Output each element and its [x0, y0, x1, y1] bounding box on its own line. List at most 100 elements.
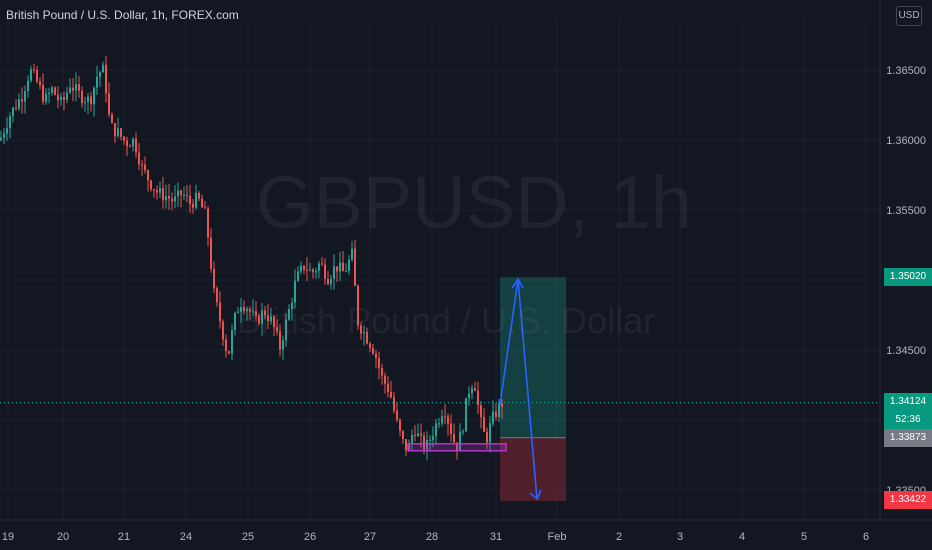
candle-down — [57, 94, 59, 101]
candle-down — [366, 332, 368, 344]
candle-up — [468, 393, 470, 399]
candle-down — [171, 198, 173, 202]
candle-down — [39, 81, 41, 85]
candle-down — [324, 264, 326, 279]
candle-down — [264, 310, 266, 316]
candle-down — [15, 107, 17, 109]
candle-up — [339, 262, 341, 272]
x-tick-label: 27 — [364, 531, 376, 543]
candle-up — [471, 387, 473, 394]
candle-up — [66, 92, 68, 100]
candle-down — [276, 327, 278, 332]
candle-up — [159, 188, 161, 193]
position-zones — [500, 277, 566, 501]
candle-down — [135, 138, 137, 153]
candle-up — [165, 196, 167, 201]
candle-down — [108, 93, 110, 115]
candle-up — [18, 99, 20, 109]
x-tick-label: 26 — [304, 531, 316, 543]
candle-up — [291, 302, 293, 310]
candle-down — [384, 375, 386, 384]
candle-up — [441, 416, 443, 424]
candle-down — [279, 331, 281, 350]
candle-down — [192, 203, 194, 208]
currency-button[interactable]: USD — [896, 6, 922, 26]
candle-down — [267, 315, 269, 322]
candle-up — [489, 423, 491, 443]
candle-down — [375, 353, 377, 359]
candle-down — [81, 90, 83, 103]
candle-up — [27, 80, 29, 92]
candle-down — [312, 269, 314, 273]
candle-down — [372, 347, 374, 354]
candle-down — [228, 351, 230, 354]
candle-down — [153, 189, 155, 191]
chart-title: British Pound / U.S. Dollar, 1h, FOREX.c… — [6, 8, 239, 22]
candle-down — [168, 196, 170, 199]
candle-up — [12, 107, 14, 117]
drawing-overlays — [0, 277, 880, 501]
x-tick-label: 28 — [426, 531, 438, 543]
candle-down — [144, 164, 146, 171]
candle-down — [378, 358, 380, 369]
candle-down — [258, 315, 260, 324]
x-tick-label: 24 — [180, 531, 192, 543]
candle-down — [414, 434, 416, 437]
candle-down — [156, 190, 158, 193]
x-tick-label: 25 — [242, 531, 254, 543]
candle-down — [327, 278, 329, 285]
candle-up — [438, 423, 440, 425]
candle-up — [0, 137, 2, 140]
candle-down — [105, 64, 107, 94]
candle-down — [474, 387, 476, 391]
candle-down — [447, 416, 449, 424]
candle-down — [303, 265, 305, 270]
candle-down — [486, 431, 488, 443]
candle-down — [495, 411, 497, 418]
candle-up — [48, 92, 50, 94]
candle-down — [147, 170, 149, 181]
candle-down — [198, 192, 200, 199]
candle-up — [45, 93, 47, 102]
candle-down — [255, 311, 257, 316]
candle-down — [141, 164, 143, 166]
x-tick-label: 21 — [118, 531, 130, 543]
candle-down — [402, 430, 404, 440]
candle-down — [393, 397, 395, 411]
x-tick-label: 6 — [863, 531, 869, 543]
candle-up — [183, 194, 185, 196]
candle-down — [357, 285, 359, 326]
x-tick-label: 3 — [677, 531, 683, 543]
candle-up — [498, 403, 500, 418]
candle-up — [348, 259, 350, 272]
candle-up — [435, 423, 437, 437]
candle-down — [420, 433, 422, 436]
candle-up — [351, 248, 353, 260]
candle-down — [405, 439, 407, 451]
candle-down — [423, 435, 425, 450]
countdown-tag: 52:36 — [884, 411, 932, 429]
x-tick-label: 20 — [57, 531, 69, 543]
candle-down — [33, 69, 35, 71]
x-tick-label: 31 — [490, 531, 502, 543]
x-tick-label: 2 — [616, 531, 622, 543]
candle-up — [363, 332, 365, 334]
candle-up — [252, 311, 254, 313]
candle-up — [237, 311, 239, 313]
entry-price-tag: 1.33873 — [884, 429, 932, 447]
candle-up — [195, 192, 197, 208]
candle-down — [387, 383, 389, 392]
x-tick-label: Feb — [548, 531, 567, 543]
candle-down — [399, 419, 401, 431]
candle-down — [456, 442, 458, 451]
candle-down — [126, 140, 128, 147]
candle-down — [450, 423, 452, 435]
candle-up — [87, 96, 89, 102]
candle-down — [72, 87, 74, 91]
candle-up — [261, 310, 263, 324]
candle-up — [117, 128, 119, 137]
candle-down — [120, 128, 122, 137]
candle-up — [462, 431, 464, 433]
y-tick-label: 1.36000 — [886, 135, 926, 147]
